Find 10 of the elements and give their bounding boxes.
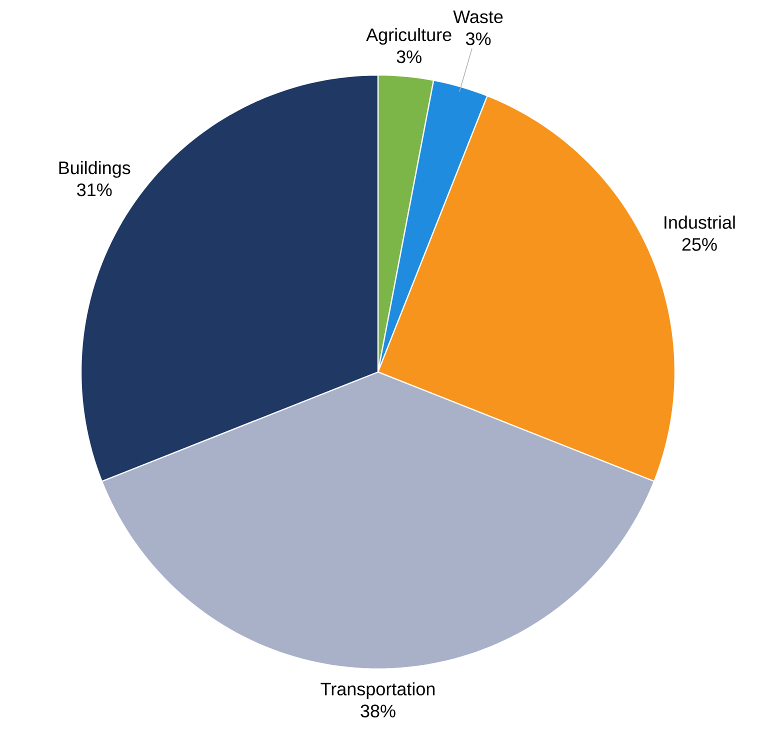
data-label: 3% [396,50,422,64]
slice-label: Buildings [59,161,130,178]
slice-label: Industrial [664,216,735,229]
data-label: 31% [77,183,112,196]
data-label: 3% [466,32,491,46]
data-label: 25% [682,238,717,251]
slice-label: Agriculture [366,28,452,45]
slice-label: Waste [453,10,503,24]
slice-label: Transportation [320,682,435,699]
data-label: 38% [360,704,396,718]
